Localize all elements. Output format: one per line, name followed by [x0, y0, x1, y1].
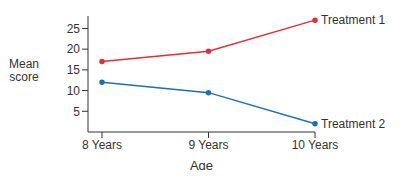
svg-text:9 Years: 9 Years: [188, 138, 228, 152]
svg-text:8 Years: 8 Years: [82, 138, 122, 152]
svg-text:Age: Age: [190, 158, 213, 170]
svg-text:Treatment 1: Treatment 1: [321, 13, 386, 27]
svg-text:10: 10: [67, 84, 81, 98]
svg-text:Meanscore: Meanscore: [9, 57, 39, 84]
svg-text:Treatment 2: Treatment 2: [321, 117, 386, 131]
svg-text:5: 5: [73, 105, 80, 119]
svg-text:20: 20: [67, 42, 81, 56]
svg-text:10 Years: 10 Years: [292, 138, 339, 152]
svg-text:25: 25: [67, 22, 81, 36]
svg-text:15: 15: [67, 63, 81, 77]
